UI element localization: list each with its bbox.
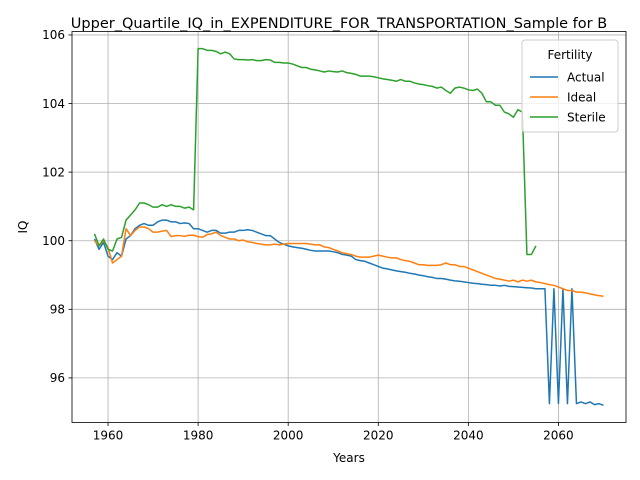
legend-title: Fertility [547,48,592,62]
x-axis: 1960 1980 2000 2020 2040 2060 [93,422,574,443]
y-tick-label: 100 [42,234,65,248]
x-tick-label: 2060 [543,429,574,443]
y-tick-label: 98 [50,303,65,317]
legend-label-actual: Actual [567,70,605,84]
legend-label-sterile: Sterile [567,110,606,124]
x-tick-label: 2000 [273,429,304,443]
x-tick-label: 2020 [363,429,394,443]
series-line-ideal [93,226,604,298]
legend: Fertility Actual Ideal Sterile [521,39,619,133]
legend-items: Actual Ideal Sterile [530,70,606,124]
x-axis-label: Years [332,451,365,465]
y-axis: 96 98 100 102 104 106 [42,28,72,385]
y-tick-label: 96 [50,371,65,385]
series-layer [93,47,604,407]
legend-label-ideal: Ideal [567,90,596,104]
y-tick-label: 104 [42,97,65,111]
plot-frame [71,31,627,423]
series-line-actual [93,219,604,407]
y-tick-label: 102 [42,165,65,179]
x-tick-label: 1980 [183,429,214,443]
legend-box [521,39,619,133]
y-axis-label: IQ [16,221,30,234]
x-tick-label: 2040 [453,429,484,443]
x-tick-label: 1960 [93,429,124,443]
chart-title: Upper_Quartile_IQ_in_EXPENDITURE_FOR_TRA… [71,16,607,32]
series-line-sterile [93,47,537,256]
y-tick-label: 106 [42,28,65,42]
